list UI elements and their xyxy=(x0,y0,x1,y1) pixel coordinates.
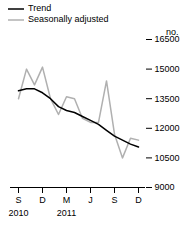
svg-text:13500: 13500 xyxy=(155,94,180,104)
svg-text:D: D xyxy=(39,195,46,205)
svg-text:S: S xyxy=(111,195,117,205)
svg-text:12000: 12000 xyxy=(155,123,180,133)
html-text:Seasonally adjusted: Seasonally adjusted xyxy=(28,14,109,24)
svg-text:16500: 16500 xyxy=(154,34,180,45)
svg-text:no.: no. xyxy=(166,27,179,37)
svg-text:M: M xyxy=(63,195,71,205)
svg-text:J: J xyxy=(88,195,93,205)
svg-text:D: D xyxy=(135,195,142,205)
svg-text:2010: 2010 xyxy=(8,208,28,218)
svg-text:S: S xyxy=(15,195,21,205)
svg-text:9000: 9000 xyxy=(155,182,175,192)
html-text:Trend: Trend xyxy=(28,3,52,13)
svg-text:2011: 2011 xyxy=(57,208,76,218)
svg-text:15000: 15000 xyxy=(155,64,180,74)
svg-text:10500: 10500 xyxy=(155,153,180,163)
